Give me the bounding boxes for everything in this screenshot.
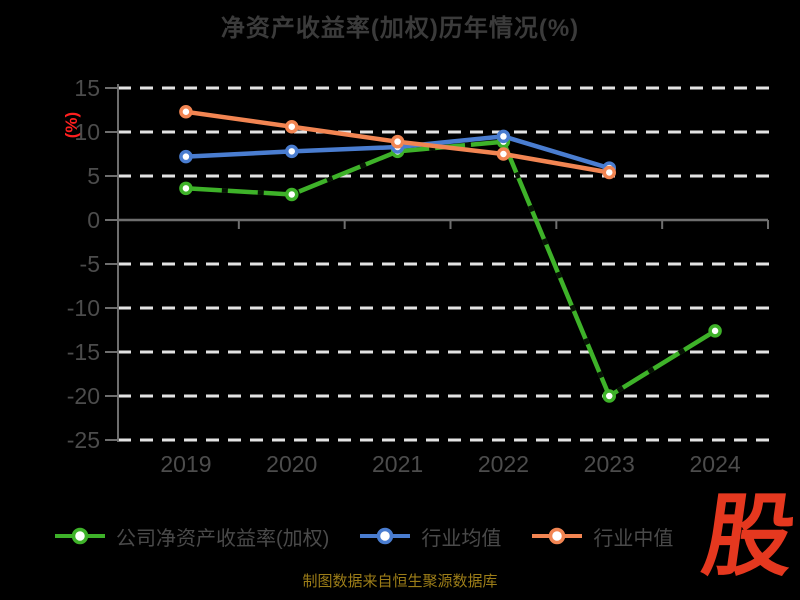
series-2-marker-2020: [285, 119, 299, 134]
legend-label-industry-median: 行业中值: [593, 527, 674, 550]
series-2-marker-2021: [390, 134, 405, 149]
x-tick-label: 2021: [372, 451, 423, 477]
series-0-marker-2019: [179, 181, 193, 196]
y-tick-label: 15: [74, 75, 100, 101]
series-1-marker-2022: [496, 129, 511, 144]
series-1-marker-2019: [179, 149, 193, 164]
x-tick-label: 2020: [266, 451, 317, 477]
series-0-dash-overlay: [185, 139, 717, 400]
legend: 公司净资产收益率(加权) 行业均值 行业中值: [0, 518, 800, 554]
legend-marker-industry-median-icon: [532, 527, 583, 545]
series-0-marker-2024: [708, 324, 722, 338]
legend-item-company[interactable]: 公司净资产收益率(加权): [54, 522, 329, 551]
x-tick-label: 2022: [478, 451, 529, 477]
series-0-line: [183, 139, 718, 399]
x-tick-label: 2024: [689, 451, 740, 477]
legend-item-industry-median[interactable]: 行业中值: [531, 522, 673, 551]
stock-logo: 股: [696, 487, 800, 587]
legend-label-company: 公司净资产收益率(加权): [116, 527, 330, 550]
y-tick-label: -25: [67, 427, 100, 453]
legend-label-industry-avg: 行业均值: [421, 527, 502, 550]
series-0-marker-2023: [602, 389, 616, 403]
x-tick-label: 2023: [584, 451, 635, 477]
y-tick-label: 10: [74, 119, 100, 145]
y-tick-label: -15: [67, 339, 100, 365]
series-2-marker-2022: [496, 147, 511, 161]
y-tick-label: -20: [67, 383, 100, 409]
y-tick-label: -5: [80, 251, 100, 277]
series-1-marker-2020: [285, 144, 299, 159]
x-tick-label: 2019: [160, 451, 211, 477]
chart-title: 净资产收益率(加权)历年情况(%): [220, 15, 580, 42]
y-tick-label: -10: [67, 295, 100, 321]
footer-source-note: 制图数据来自恒生聚源数据库: [302, 573, 498, 590]
series-0-marker-2020: [285, 187, 299, 202]
legend-marker-industry-avg-icon: [360, 527, 411, 545]
series-2-marker-2019: [179, 105, 193, 119]
y-tick-label: 5: [87, 163, 100, 189]
legend-marker-company-icon: [55, 527, 105, 545]
y-tick-label: 0: [87, 207, 100, 233]
series-2-marker-2023: [602, 165, 616, 180]
legend-item-industry-avg[interactable]: 行业均值: [359, 522, 501, 551]
